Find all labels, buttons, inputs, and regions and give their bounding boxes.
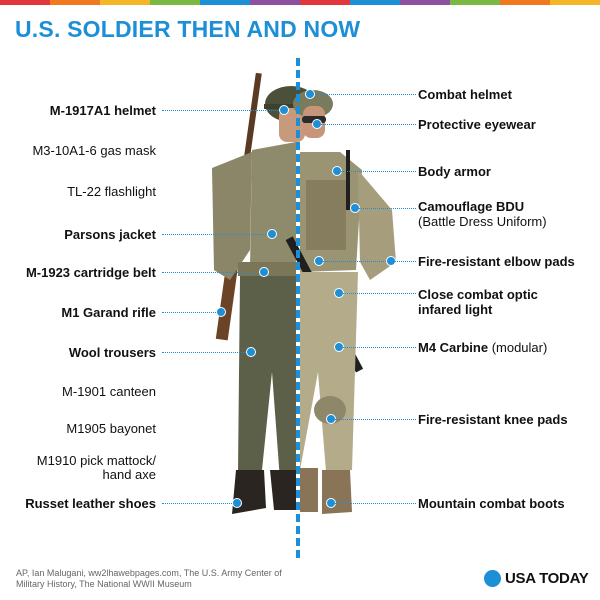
label-pick-mattock: M1910 pick mattock/ [36, 453, 156, 468]
label-flashlight: TL-22 flashlight [67, 184, 156, 199]
label-canteen: M-1901 canteen [62, 384, 156, 399]
marker-parsons-jacket [267, 229, 277, 239]
label-gas-mask: M3-10A1-6 gas mask [32, 143, 156, 158]
leader-m4-carbine [341, 347, 416, 348]
leader-close-combat-optic [341, 293, 416, 294]
label-infared-light: infared light [418, 302, 493, 317]
label-elbow-pads: Fire-resistant elbow pads [418, 254, 575, 269]
leader-parsons-jacket [162, 234, 270, 235]
color-stripe-segment [200, 0, 250, 5]
label-m1917a1-helmet: M-1917A1 helmet [49, 103, 156, 118]
label-battle-dress-uniform: (Battle Dress Uniform) [418, 214, 547, 229]
label-hand-axe: hand axe [102, 467, 157, 482]
label-knee-pads: Fire-resistant knee pads [418, 412, 568, 427]
color-stripe-segment [50, 0, 100, 5]
usa-today-wordmark: USA TODAY [505, 570, 589, 587]
leader-camouflage-bdu [357, 208, 416, 209]
color-stripe-segment [350, 0, 400, 5]
center-divider [296, 58, 300, 558]
label-cartridge-belt: M-1923 cartridge belt [25, 265, 156, 280]
source-credit: AP, Ian Malugani, ww2lhawebpages.com, Th… [16, 568, 282, 589]
label-wool-trousers: Wool trousers [68, 345, 156, 360]
leader-knee-pads [333, 419, 416, 420]
color-stripe-segment [100, 0, 150, 5]
soldier-now-figure [285, 90, 396, 514]
leader-protective-eyewear [319, 124, 416, 125]
leader-m1917a1-helmet [162, 110, 282, 111]
leader-mountain-combat-boots [333, 503, 416, 504]
label-combat-helmet: Combat helmet [418, 87, 512, 102]
color-stripe-segment [500, 0, 550, 5]
color-stripe-segment [550, 0, 600, 5]
marker-wool-trousers [246, 347, 256, 357]
label-camouflage-bdu: Camouflage BDU [418, 199, 525, 214]
label-m1-garand-rifle: M1 Garand rifle [61, 305, 156, 320]
label-m4-carbine-suffix: (modular) [488, 340, 548, 355]
marker-russet-leather-shoes [232, 498, 242, 508]
usa-today-dot-icon [484, 570, 501, 587]
color-stripe-segment [300, 0, 350, 5]
leader-combat-helmet [312, 94, 416, 95]
label-protective-eyewear: Protective eyewear [418, 117, 536, 132]
label-close-combat-optic: Close combat optic [418, 287, 538, 302]
marker-cartridge-belt [259, 267, 269, 277]
color-stripe-segment [150, 0, 200, 5]
usa-today-logo[interactable]: USA TODAY [484, 570, 589, 587]
label-parsons-jacket: Parsons jacket [64, 227, 156, 242]
color-stripe-segment [400, 0, 450, 5]
color-stripe-segment [450, 0, 500, 5]
leader-cartridge-belt [162, 272, 262, 273]
leader-wool-trousers [162, 352, 248, 353]
marker-m1-garand-rifle [216, 307, 226, 317]
color-stripe-bar [0, 0, 600, 5]
page-title: U.S. SOLDIER THEN AND NOW [15, 16, 361, 42]
label-bayonet: M1905 bayonet [66, 421, 156, 436]
leader-russet-leather-shoes [162, 503, 234, 504]
label-m4-carbine-name: M4 Carbine [418, 340, 489, 355]
color-stripe-segment [250, 0, 300, 5]
label-russet-leather-shoes: Russet leather shoes [25, 496, 156, 511]
leader-m1-garand-rifle [162, 312, 218, 313]
leader-body-armor [339, 171, 416, 172]
label-mountain-combat-boots: Mountain combat boots [418, 496, 565, 511]
leader-elbow-pads [321, 261, 416, 262]
label-body-armor: Body armor [418, 164, 491, 179]
label-m4-carbine: M4 Carbine (modular) [418, 340, 547, 355]
color-stripe-segment [0, 0, 50, 5]
marker-m1917a1-helmet [279, 105, 289, 115]
